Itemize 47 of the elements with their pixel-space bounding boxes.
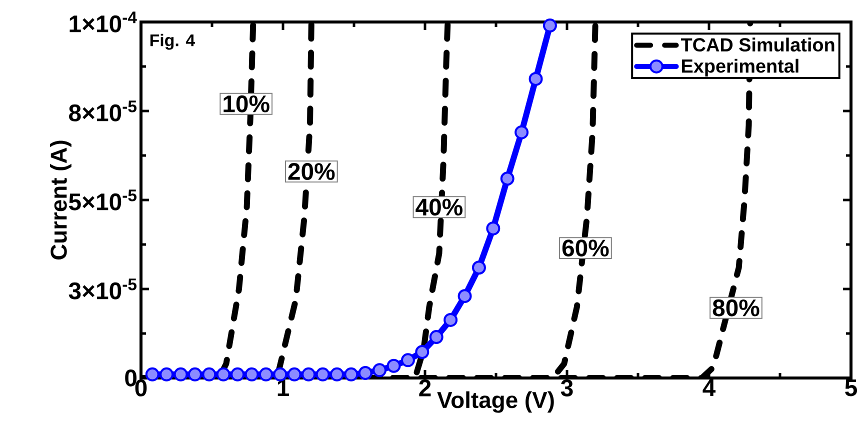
legend-label: TCAD Simulation: [681, 38, 834, 52]
point: [344, 367, 358, 382]
y-tick-label: 3×10$^{-5}$: [68, 278, 137, 300]
y-tick-label: 1×10$^{-4}$: [70, 12, 137, 32]
x-axis-title: Voltage (V): [437, 391, 554, 413]
point: [514, 125, 529, 140]
point: [244, 367, 259, 382]
point: [330, 367, 344, 382]
point: [160, 367, 174, 382]
point: [486, 221, 500, 236]
y-tick-label: 5×10$^{-5}$: [68, 190, 137, 210]
annotation: 40%: [416, 198, 462, 216]
point: [472, 260, 486, 275]
x-tick-label: 1: [278, 380, 289, 396]
annotation: 20%: [288, 163, 335, 180]
point: [372, 363, 387, 378]
point: [287, 367, 302, 382]
point: [216, 367, 230, 382]
point: [444, 312, 458, 327]
annotation: 10%: [224, 95, 270, 112]
point: [202, 367, 216, 382]
x-tick-label: 3: [560, 380, 573, 396]
point: [528, 72, 543, 86]
point: [258, 367, 273, 382]
annotation: 80%: [712, 299, 760, 316]
point: [188, 367, 202, 382]
legend-label: Experimental: [682, 58, 798, 76]
x-tick-label: 2: [419, 380, 431, 396]
annotation: 60%: [562, 240, 609, 257]
x-tick-label: 5: [845, 380, 857, 396]
point: [415, 345, 430, 359]
point: [302, 367, 316, 382]
point: [145, 367, 160, 382]
point: [358, 366, 372, 380]
point: [542, 18, 557, 33]
point: [458, 289, 472, 304]
y-tick-label: 8×10$^{-5}$: [69, 100, 137, 122]
point: [230, 367, 245, 382]
x-tick-label: 4: [702, 380, 716, 396]
point: [386, 358, 401, 373]
point: [429, 330, 444, 344]
annotation: Fig. 4: [150, 34, 196, 50]
point: [500, 172, 514, 186]
point: [273, 367, 288, 382]
point: [174, 367, 188, 382]
point: [400, 353, 415, 368]
point: [316, 367, 330, 382]
